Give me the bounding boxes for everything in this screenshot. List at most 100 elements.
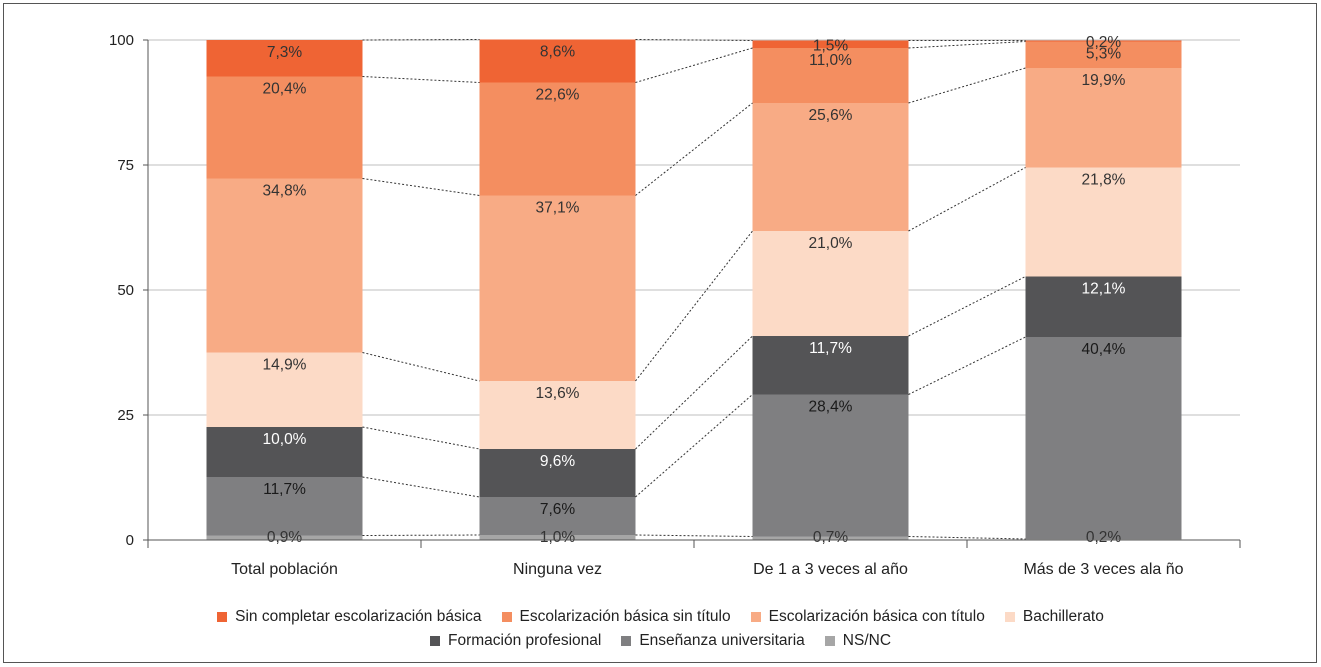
bar-segment xyxy=(1025,68,1182,168)
chart-frame: 0 25 50 75 100 0,9% 11,7% 10,0% 14,9% 34,8% 20,4% 7… xyxy=(3,3,1317,663)
stacked-bar-chart: 0 25 50 75 100 0,9% 11,7% 10,0% 14,9% 34,8% 20,4% 7… xyxy=(109,32,1241,578)
data-label: 0,7% xyxy=(813,529,849,546)
connector-line xyxy=(362,476,480,498)
y-tick-label: 0 xyxy=(126,532,134,549)
bar-segment xyxy=(752,103,909,231)
data-label: 13,6% xyxy=(536,385,580,402)
legend-row-2: Formación profesional Enseñanza universit… xyxy=(0,629,1321,653)
bar-segment xyxy=(206,76,363,179)
legend-swatch xyxy=(501,612,512,622)
connector-line xyxy=(362,178,480,196)
data-label: 0,2% xyxy=(1086,34,1122,51)
legend-item: Escolarización básica con título xyxy=(750,608,985,626)
connector-line xyxy=(908,276,1026,337)
legend-label: Escolarización básica sin título xyxy=(519,608,731,625)
data-label: 40,4% xyxy=(1082,341,1126,358)
connector-line xyxy=(362,76,480,83)
data-label: 25,6% xyxy=(809,107,853,124)
legend-swatch xyxy=(429,636,440,646)
legend-item: NS/NC xyxy=(824,632,892,650)
bar-segment xyxy=(206,427,363,477)
data-label: 11,0% xyxy=(809,52,852,69)
bar-segment xyxy=(752,48,909,103)
bar-segment xyxy=(206,477,363,536)
legend-item: Bachillerato xyxy=(1004,608,1104,626)
legend-row-1: Sin completar escolarización básica Escol… xyxy=(0,605,1321,629)
connector-line xyxy=(635,534,753,537)
connector-line xyxy=(908,167,1026,232)
bar-segment xyxy=(752,536,909,540)
connector-line xyxy=(362,39,480,41)
connector-line xyxy=(362,534,480,536)
legend-swatch xyxy=(217,612,228,622)
connector-line xyxy=(908,536,1026,540)
x-tick-label: Total población xyxy=(231,561,338,578)
bar-segment xyxy=(1025,40,1182,42)
data-label: 1,5% xyxy=(813,37,849,54)
connector-line xyxy=(635,394,753,498)
legend-item: Formación profesional xyxy=(429,632,602,650)
bar-segment xyxy=(1025,337,1182,539)
data-label: 12,1% xyxy=(1082,281,1126,298)
connector-line xyxy=(908,67,1026,104)
data-label: 0,2% xyxy=(1086,529,1122,546)
y-tick-label: 50 xyxy=(117,282,134,299)
data-label: 0,9% xyxy=(267,529,303,546)
data-label: 9,6% xyxy=(540,453,576,470)
x-tick-label: Ninguna vez xyxy=(513,561,602,578)
legend-swatch xyxy=(1004,612,1015,622)
bar-segment xyxy=(479,381,636,449)
bar-segment xyxy=(206,40,363,77)
data-label: 37,1% xyxy=(536,200,580,217)
legend-swatch xyxy=(824,636,835,646)
bar-segment xyxy=(206,535,363,540)
bar-segment xyxy=(752,394,909,537)
bar-segment xyxy=(479,82,636,196)
bar-segment xyxy=(479,535,636,540)
connector-line xyxy=(362,426,480,450)
legend-swatch xyxy=(621,636,632,646)
legend-label: Enseñanza universitaria xyxy=(639,632,805,649)
bar-segment xyxy=(752,336,909,395)
bar-segment xyxy=(479,39,636,83)
connector-line xyxy=(635,230,753,382)
bar-segment xyxy=(206,352,363,427)
data-label: 20,4% xyxy=(263,81,307,98)
y-tick-label: 100 xyxy=(109,32,134,49)
data-label: 28,4% xyxy=(809,399,853,416)
bar-segment xyxy=(1025,41,1182,68)
x-tick-label: Más de 3 veces ala ño xyxy=(1023,561,1183,578)
data-label: 21,8% xyxy=(1082,172,1126,189)
data-label: 34,8% xyxy=(263,183,307,200)
bar-segment xyxy=(752,231,909,336)
data-label: 22,6% xyxy=(536,87,580,104)
connector-line xyxy=(908,41,1026,49)
data-label: 7,3% xyxy=(267,44,303,61)
bar-segment xyxy=(479,449,636,497)
data-label: 10,0% xyxy=(263,431,307,448)
data-label: 5,3% xyxy=(1086,46,1122,63)
connector-line xyxy=(635,102,753,196)
connector-line xyxy=(908,336,1026,395)
bar-segment xyxy=(1025,276,1182,337)
data-label: 11,7% xyxy=(263,481,306,498)
data-label: 1,0% xyxy=(540,529,576,546)
data-label: 11,7% xyxy=(809,340,852,357)
data-label: 21,0% xyxy=(809,235,853,252)
y-tick-label: 25 xyxy=(117,407,134,424)
legend-label: Formación profesional xyxy=(447,632,602,649)
y-tick-label: 75 xyxy=(117,157,134,174)
connector-line xyxy=(635,39,753,41)
bar-segment xyxy=(479,497,636,535)
data-label: 8,6% xyxy=(540,44,576,61)
x-tick-label: De 1 a 3 veces al año xyxy=(753,561,908,578)
chart-legend: Sin completar escolarización básica Escol… xyxy=(0,605,1321,653)
legend-item: Sin completar escolarización básica xyxy=(217,608,482,626)
legend-label: NS/NC xyxy=(842,632,892,649)
legend-label: Bachillerato xyxy=(1022,608,1104,625)
data-label: 7,6% xyxy=(540,501,576,518)
legend-label: Sin completar escolarización básica xyxy=(235,608,482,625)
connector-line xyxy=(635,335,753,450)
bar-segment xyxy=(752,40,909,48)
bar-segment xyxy=(479,195,636,381)
